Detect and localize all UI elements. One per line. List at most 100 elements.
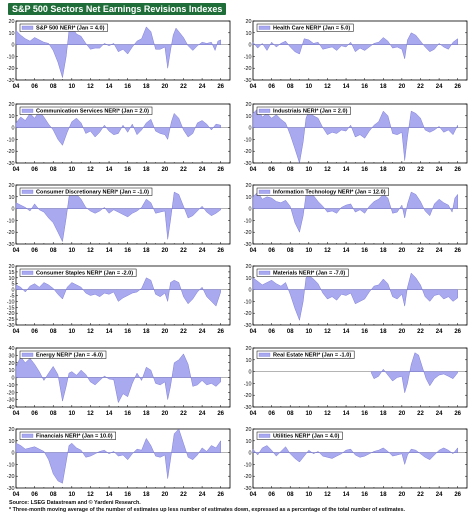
legend-label: Consumer Staples NERI* (Jan = -2.0) <box>36 270 133 276</box>
y-tick-label: -15 <box>7 305 15 311</box>
x-tick-label: 26 <box>217 84 224 90</box>
x-tick-label: 06 <box>31 84 38 90</box>
x-tick-label: 08 <box>50 167 57 173</box>
legend-box <box>19 187 153 196</box>
y-tick-label: 0 <box>12 43 15 49</box>
x-tick-label: 08 <box>50 248 57 254</box>
x-tick-label: 20 <box>162 492 169 498</box>
series-area <box>15 277 221 307</box>
x-tick-label: 24 <box>436 492 443 498</box>
y-tick-label: -20 <box>244 230 252 236</box>
legend: Energy NERI* (Jan = -6.0) <box>19 350 107 359</box>
x-tick-label: 04 <box>13 329 20 335</box>
legend-swatch <box>258 352 271 357</box>
x-tick-label: 10 <box>68 492 75 498</box>
y-tick-label: 0 <box>249 370 252 376</box>
series-area <box>252 32 458 59</box>
x-tick-label: 24 <box>199 248 206 254</box>
y-tick-label: 10 <box>9 276 15 282</box>
y-tick-label: 10 <box>9 31 15 37</box>
x-tick-label: 14 <box>106 248 113 254</box>
x-tick-label: 06 <box>31 248 38 254</box>
y-tick-label: -30 <box>7 78 15 84</box>
x-tick-label: 06 <box>268 329 275 335</box>
x-tick-label: 10 <box>68 411 75 417</box>
x-tick-label: 20 <box>399 167 406 173</box>
x-tick-label: 20 <box>162 329 169 335</box>
x-tick-label: 04 <box>250 492 257 498</box>
x-tick-label: 14 <box>343 492 350 498</box>
y-tick-label: 0 <box>249 43 252 49</box>
x-tick-label: 12 <box>87 411 94 417</box>
x-tick-label: 24 <box>436 411 443 417</box>
x-tick-label: 22 <box>180 329 187 335</box>
legend-box <box>256 431 343 440</box>
y-tick-label: -10 <box>244 462 252 468</box>
x-tick-label: 14 <box>343 248 350 254</box>
x-tick-label: 22 <box>417 329 424 335</box>
x-tick-label: 10 <box>305 248 312 254</box>
y-tick-label: -30 <box>7 486 15 492</box>
x-tick-label: 08 <box>50 329 57 335</box>
y-tick-label: -30 <box>7 398 15 404</box>
x-tick-label: 18 <box>380 492 387 498</box>
y-tick-label: 20 <box>9 19 15 25</box>
legend: Real Estate NERI* (Jan = -1.0) <box>256 350 355 359</box>
x-tick-label: 06 <box>268 248 275 254</box>
y-tick-label: -20 <box>7 311 15 317</box>
y-tick-label: 20 <box>246 264 252 270</box>
y-tick-label: 0 <box>12 126 15 132</box>
x-tick-label: 26 <box>454 167 461 173</box>
x-tick-label: 04 <box>250 411 257 417</box>
y-tick-label: -20 <box>7 149 15 155</box>
series-area <box>15 26 221 78</box>
series-area <box>371 352 458 393</box>
x-tick-label: 24 <box>199 411 206 417</box>
x-tick-label: 14 <box>343 411 350 417</box>
x-tick-label: 26 <box>217 411 224 417</box>
x-tick-label: 12 <box>324 411 331 417</box>
y-tick-label: 10 <box>246 439 252 445</box>
x-tick-label: 06 <box>268 411 275 417</box>
x-tick-label: 16 <box>124 492 131 498</box>
y-tick-label: 10 <box>9 439 15 445</box>
y-tick-label: -30 <box>244 161 252 167</box>
x-tick-label: 12 <box>324 492 331 498</box>
x-tick-label: 26 <box>454 411 461 417</box>
legend-swatch <box>21 189 34 194</box>
x-tick-label: 18 <box>143 492 150 498</box>
y-tick-label: -30 <box>7 242 15 248</box>
x-tick-label: 14 <box>106 411 113 417</box>
x-tick-label: 18 <box>143 411 150 417</box>
x-tick-label: 12 <box>87 492 94 498</box>
x-tick-label: 12 <box>87 167 94 173</box>
y-tick-label: -10 <box>244 137 252 143</box>
y-tick-label: -10 <box>244 381 252 387</box>
x-tick-label: 16 <box>124 411 131 417</box>
x-tick-label: 20 <box>399 492 406 498</box>
legend: Consumer Staples NERI* (Jan = -2.0) <box>19 268 137 277</box>
x-tick-label: 12 <box>324 167 331 173</box>
y-tick-label: 20 <box>9 102 15 108</box>
x-tick-label: 12 <box>87 248 94 254</box>
legend-box <box>256 106 351 115</box>
y-tick-label: 20 <box>9 361 15 367</box>
x-tick-label: 08 <box>287 411 294 417</box>
legend: S&P 500 NERI* (Jan = 4.0) <box>19 23 108 32</box>
x-tick-label: 12 <box>324 248 331 254</box>
x-tick-label: 06 <box>31 329 38 335</box>
x-tick-label: 18 <box>380 84 387 90</box>
series-area <box>252 445 458 466</box>
y-tick-label: -10 <box>7 462 15 468</box>
legend-label: Health Care NERI* (Jan = 5.0) <box>273 25 350 31</box>
legend: Utilities NERI* (Jan = 4.0) <box>256 431 343 440</box>
legend-label: Financials NERI* (Jan = 10.0) <box>36 433 113 439</box>
legend-label: S&P 500 NERI* (Jan = 4.0) <box>36 25 105 31</box>
x-tick-label: 12 <box>324 84 331 90</box>
y-tick-label: 20 <box>9 183 15 189</box>
x-tick-label: 14 <box>343 84 350 90</box>
y-tick-label: 20 <box>246 19 252 25</box>
x-tick-label: 22 <box>180 84 187 90</box>
